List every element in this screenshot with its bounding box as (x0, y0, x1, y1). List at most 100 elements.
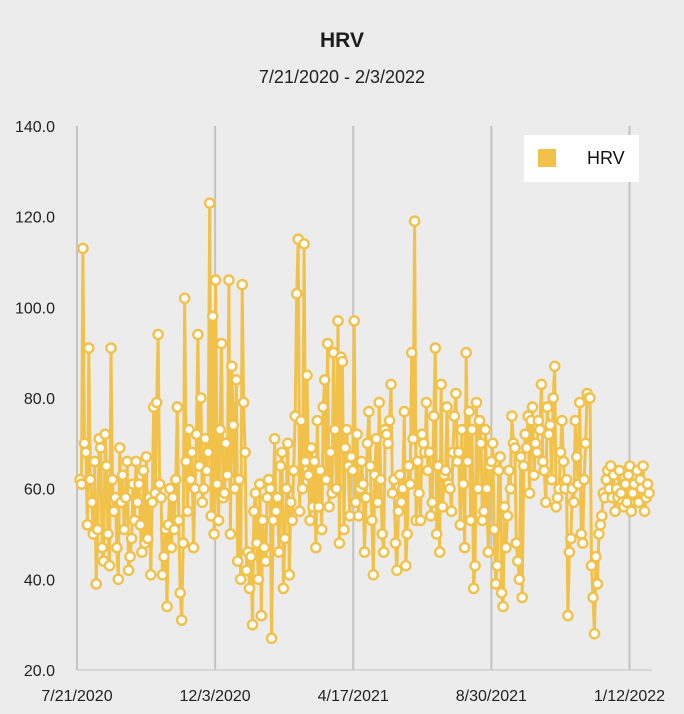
hrv-data-point[interactable] (225, 360, 238, 373)
hrv-data-point[interactable] (476, 514, 489, 527)
hrv-data-point[interactable] (156, 569, 169, 581)
hrv-data-point[interactable] (458, 541, 471, 554)
hrv-data-point[interactable] (258, 541, 271, 554)
hrv-data-point[interactable] (588, 627, 601, 640)
hrv-data-point[interactable] (519, 428, 532, 441)
hrv-data-point[interactable] (236, 278, 248, 291)
hrv-data-point[interactable] (302, 469, 315, 481)
hrv-data-point[interactable] (218, 487, 231, 500)
hrv-data-point[interactable] (134, 519, 147, 531)
hrv-data-point[interactable] (554, 446, 567, 459)
hrv-data-point[interactable] (401, 528, 414, 540)
hrv-data-point[interactable] (532, 414, 545, 427)
hrv-data-point[interactable] (460, 346, 473, 359)
hrv-data-point[interactable] (81, 519, 94, 531)
hrv-data-point[interactable] (200, 464, 213, 477)
hrv-data-point[interactable] (262, 473, 275, 486)
hrv-data-point[interactable] (150, 396, 163, 409)
hrv-data-point[interactable] (386, 487, 399, 500)
hrv-data-point[interactable] (422, 464, 434, 477)
hrv-data-point[interactable] (371, 496, 384, 509)
hrv-data-point[interactable] (385, 378, 397, 391)
hrv-data-point[interactable] (99, 428, 111, 441)
hrv-data-point[interactable] (118, 523, 130, 536)
hrv-data-point[interactable] (363, 405, 375, 418)
hrv-data-point[interactable] (311, 414, 324, 427)
hrv-data-point[interactable] (562, 609, 574, 622)
hrv-data-point[interactable] (329, 423, 341, 436)
hrv-data-point[interactable] (445, 505, 458, 518)
hrv-data-point[interactable] (161, 600, 173, 613)
hrv-data-point[interactable] (357, 478, 369, 490)
hrv-data-point[interactable] (423, 446, 436, 459)
hrv-data-point[interactable] (169, 473, 182, 486)
hrv-data-point[interactable] (230, 374, 243, 386)
hrv-data-point[interactable] (538, 464, 551, 477)
hrv-data-point[interactable] (478, 505, 490, 518)
hrv-data-point[interactable] (402, 460, 415, 472)
hrv-data-point[interactable] (105, 342, 117, 354)
hrv-data-point[interactable] (116, 469, 129, 481)
hrv-data-point[interactable] (214, 423, 226, 436)
hrv-data-point[interactable] (177, 537, 189, 549)
hrv-data-point[interactable] (641, 478, 654, 490)
hrv-data-point[interactable] (102, 528, 114, 540)
hrv-data-point[interactable] (312, 500, 325, 513)
hrv-data-point[interactable] (510, 537, 523, 549)
hrv-data-point[interactable] (573, 396, 586, 409)
hrv-data-point[interactable] (436, 500, 449, 513)
hrv-data-point[interactable] (206, 310, 219, 323)
hrv-data-point[interactable] (352, 510, 365, 522)
hrv-data-point[interactable] (96, 541, 108, 554)
hrv-data-point[interactable] (451, 455, 464, 468)
hrv-data-point[interactable] (249, 487, 262, 500)
hrv-data-point[interactable] (323, 500, 335, 513)
hrv-data-point[interactable] (411, 455, 424, 468)
hrv-data-point[interactable] (224, 528, 237, 540)
hrv-data-point[interactable] (457, 478, 470, 490)
hrv-data-point[interactable] (495, 587, 508, 599)
hrv-data-point[interactable] (448, 410, 461, 422)
hrv-data-point[interactable] (184, 473, 197, 486)
hrv-data-point[interactable] (119, 491, 132, 504)
hrv-data-point[interactable] (186, 446, 198, 459)
hrv-data-point[interactable] (141, 532, 154, 545)
hrv-data-point[interactable] (77, 242, 89, 255)
hrv-data-point[interactable] (100, 460, 113, 472)
hrv-data-point[interactable] (467, 582, 480, 595)
hrv-data-point[interactable] (417, 437, 430, 450)
hrv-data-point[interactable] (295, 414, 307, 427)
hrv-data-point[interactable] (543, 428, 555, 441)
hrv-data-point[interactable] (345, 451, 358, 463)
hrv-data-point[interactable] (349, 496, 362, 509)
hrv-data-point[interactable] (575, 528, 588, 540)
hrv-data-point[interactable] (547, 392, 560, 404)
hrv-data-point[interactable] (283, 569, 296, 581)
hrv-data-point[interactable] (512, 555, 524, 568)
hrv-data-point[interactable] (279, 532, 291, 545)
hrv-data-point[interactable] (133, 478, 145, 490)
hrv-data-point[interactable] (152, 328, 164, 341)
hrv-data-point[interactable] (274, 460, 287, 472)
hrv-data-point[interactable] (86, 496, 98, 509)
hrv-data-point[interactable] (301, 369, 313, 382)
hrv-data-point[interactable] (548, 360, 561, 373)
hrv-data-point[interactable] (287, 464, 300, 477)
hrv-data-point[interactable] (296, 482, 309, 495)
hrv-data-point[interactable] (454, 519, 467, 531)
hrv-data-point[interactable] (314, 464, 327, 477)
hrv-data-point[interactable] (461, 455, 474, 468)
hrv-data-point[interactable] (355, 455, 368, 468)
hrv-data-point[interactable] (545, 473, 558, 486)
hrv-data-point[interactable] (399, 559, 412, 572)
hrv-data-point[interactable] (587, 591, 599, 604)
hrv-data-point[interactable] (175, 614, 188, 626)
hrv-data-point[interactable] (190, 428, 203, 441)
hrv-data-point[interactable] (482, 546, 495, 558)
hrv-data-point[interactable] (489, 578, 502, 590)
hrv-data-point[interactable] (391, 564, 403, 577)
hrv-data-point[interactable] (504, 482, 517, 495)
hrv-data-point[interactable] (137, 464, 150, 477)
hrv-data-point[interactable] (246, 618, 259, 631)
hrv-data-point[interactable] (413, 487, 425, 500)
